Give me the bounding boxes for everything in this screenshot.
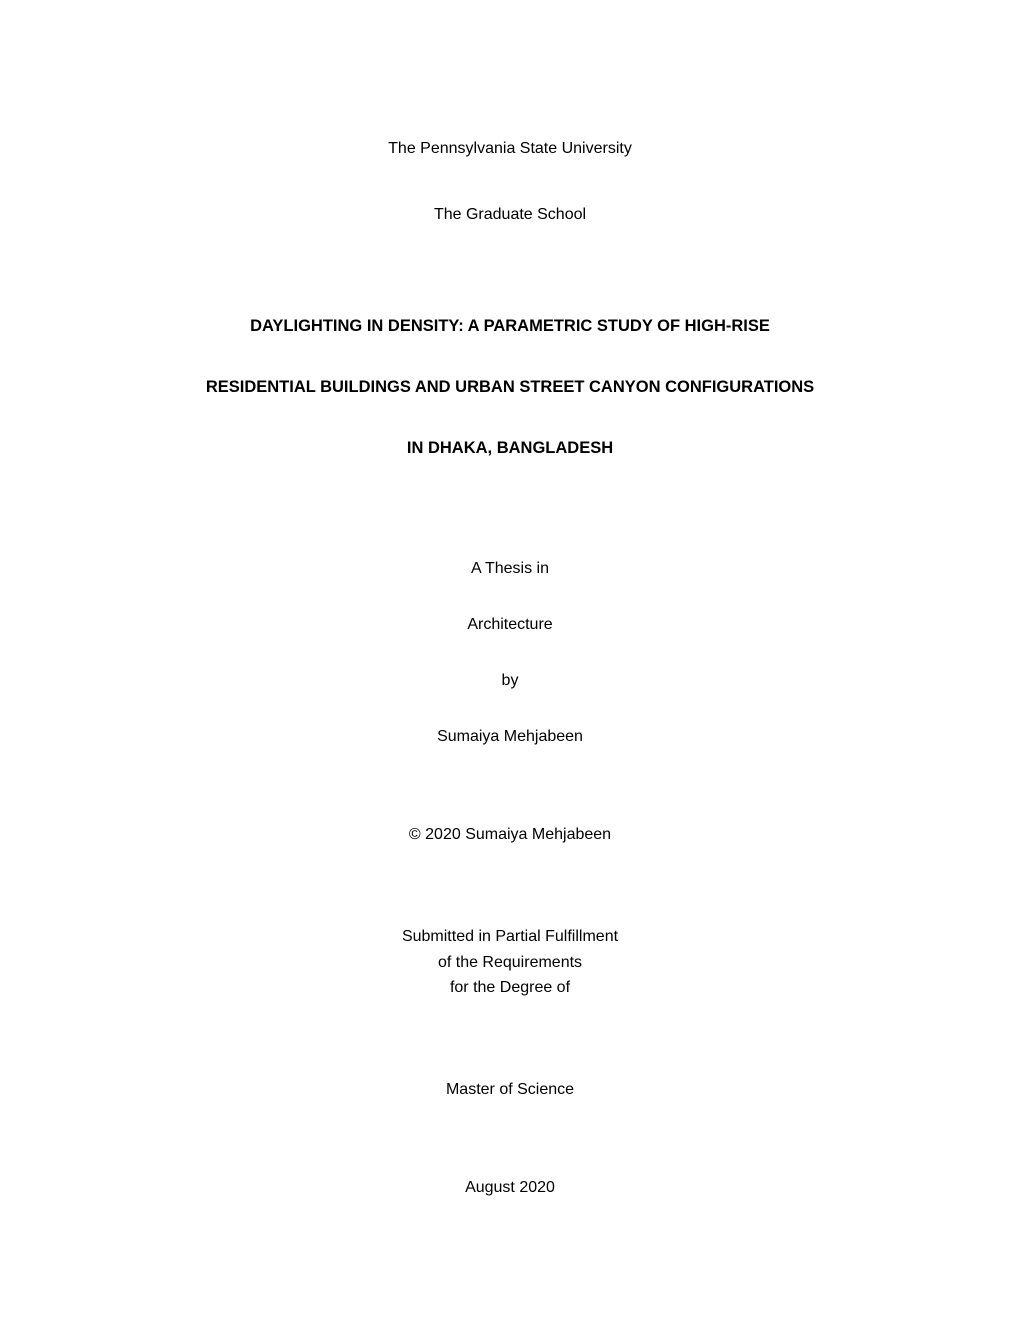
submission-date: August 2020 bbox=[120, 1179, 900, 1197]
submission-line-3: for the Degree of bbox=[120, 975, 900, 1001]
thesis-title-line-2: RESIDENTIAL BUILDINGS AND URBAN STREET C… bbox=[120, 375, 900, 400]
degree-name: Master of Science bbox=[120, 1081, 900, 1099]
institution-name: The Pennsylvania State University bbox=[120, 140, 900, 158]
author-name: Sumaiya Mehjabeen bbox=[120, 728, 900, 746]
submission-statement: Submitted in Partial Fulfillment of the … bbox=[120, 924, 900, 1001]
thesis-title-line-1: DAYLIGHTING IN DENSITY: A PARAMETRIC STU… bbox=[120, 314, 900, 339]
submission-line-1: Submitted in Partial Fulfillment bbox=[120, 924, 900, 950]
copyright-notice: © 2020 Sumaiya Mehjabeen bbox=[120, 826, 900, 844]
thesis-title-line-3: IN DHAKA, BANGLADESH bbox=[120, 436, 900, 461]
thesis-in-label: A Thesis in bbox=[120, 560, 900, 578]
department-name: Architecture bbox=[120, 616, 900, 634]
by-label: by bbox=[120, 672, 900, 690]
graduate-school: The Graduate School bbox=[120, 206, 900, 224]
submission-line-2: of the Requirements bbox=[120, 950, 900, 976]
